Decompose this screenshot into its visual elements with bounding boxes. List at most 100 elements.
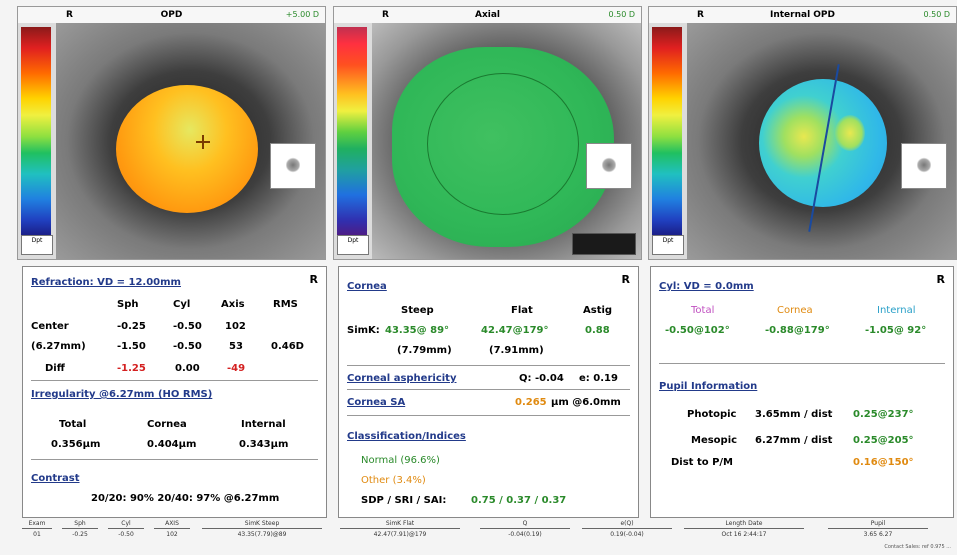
sdp-values: 0.75 / 0.37 / 0.37 [471,495,567,506]
cornea-sa-unit: µm @6.0mm [551,397,621,408]
sph-value: -1.50 [117,341,146,352]
footer-header: e(Q) [582,520,672,529]
divider [347,389,630,390]
irregularity-cornea: 0.404µm [147,439,197,450]
internal-opd-map-panel[interactable]: R Internal OPD 0.50 D Dpt [648,6,957,260]
map-title: Axial [474,10,500,20]
asphericity-title: Corneal asphericity [347,373,457,384]
e-value: e: 0.19 [579,373,618,384]
mesopic-label: Mesopic [691,435,738,446]
map-right-value: 0.50 D [608,10,635,19]
pupil-inset-thumbnail[interactable] [270,143,316,189]
footer-col: SimK Steep 43.35(7.79)@89 [202,520,322,538]
col-header: Axis [221,299,245,310]
map-title: OPD [160,10,183,20]
sph-value: -0.25 [117,321,146,332]
rms-value: 0.46D [271,341,304,352]
scale-unit: Dpt [652,235,684,255]
cursor-readout-box [572,233,636,255]
color-scale: Dpt [18,23,56,259]
footer-col: Q -0.04(0.19) [480,520,570,538]
cornea-label: Cornea [777,305,813,316]
divider [659,363,945,364]
footer-col: Cyl -0.50 [108,520,144,538]
footer-header: SimK Steep [202,520,322,529]
simk-label: SimK: [347,325,380,336]
footer-credit: Contact Sales: ref 0.975 ... [884,544,951,550]
col-header: Astig [583,305,613,316]
contrast-value: 20/20: 90% 20/40: 97% @6.27mm [91,493,280,504]
cyl-value: -0.50 [173,341,202,352]
pupil-inset-thumbnail[interactable] [586,143,632,189]
color-scale-bar [337,27,367,237]
refraction-title: Refraction: VD = 12.00mm [31,277,181,288]
divider [31,380,318,381]
eye-label: R [309,273,318,286]
footer-col: e(Q) 0.19(-0.04) [582,520,672,538]
scale-unit: Dpt [337,235,369,255]
pupil-inset-thumbnail[interactable] [901,143,947,189]
steep-radius: (7.79mm) [397,345,452,356]
map-right-value: 0.50 D [923,10,950,19]
cornea-title: Cornea [347,281,387,292]
irregularity-internal: 0.343µm [239,439,289,450]
opd-map-overlay[interactable] [116,85,258,213]
eye-label: R [382,10,389,20]
footer-header: Cyl [108,520,144,529]
footer-col: Pupil 3.65 6.27 [828,520,928,538]
map-right-value: +5.00 D [285,10,319,19]
sph-value: -1.25 [117,363,146,374]
footer-header: Sph [62,520,98,529]
irregularity-total: 0.356µm [51,439,101,450]
cyl-total: -0.50@102° [665,325,730,336]
footer-value: Oct 16 2:44:17 [721,531,767,538]
col-header: Cornea [147,419,187,430]
flat-radius: (7.91mm) [489,345,544,356]
color-scale-bar [21,27,51,237]
contrast-title: Contrast [31,473,80,484]
irregularity-title: Irregularity @6.27mm (HO RMS) [31,389,213,400]
q-value: Q: -0.04 [519,373,564,384]
map-title-bar: R Axial 0.50 D [334,7,641,24]
class-normal: Normal (96.6%) [361,455,440,466]
photopic-value: 3.65mm / dist [755,409,833,420]
internal-label: Internal [877,305,916,316]
mesopic-value: 6.27mm / dist [755,435,833,446]
footer-col: Sph -0.25 [62,520,98,538]
cyl-internal: -1.05@ 92° [865,325,927,336]
footer-header: Length Date [684,520,804,529]
classification-title: Classification/Indices [347,431,466,442]
col-header: Sph [117,299,139,310]
photopic-label: Photopic [687,409,737,420]
eye-image [56,23,325,259]
class-other: Other (3.4%) [361,475,426,486]
flat-k: 42.47@179° [481,325,549,336]
footer-header: Exam [22,520,52,529]
total-label: Total [691,305,715,316]
footer-value: -0.25 [72,531,88,538]
cornea-card: Cornea R Steep Flat Astig SimK: 43.35@ 8… [338,266,639,518]
axis-value: 102 [225,321,246,332]
col-header: Internal [241,419,286,430]
footer-value: -0.04(0.19) [508,531,542,538]
cyl-title: Cyl: VD = 0.0mm [659,281,754,292]
eye-label: R [621,273,630,286]
footer-header: Pupil [828,520,928,529]
axial-map-panel[interactable]: R Axial 0.50 D Dpt [333,6,642,260]
cyl-value: 0.00 [175,363,200,374]
cornea-sa-value: 0.265 [515,397,547,408]
eye-image [687,23,956,259]
footer-col: SimK Flat 42.47(7.91)@179 [340,520,460,538]
opd-map-panel[interactable]: R OPD +5.00 D Dpt [17,6,326,260]
center-cross-icon [196,135,210,149]
footer-value: -0.50 [118,531,134,538]
astig-value: 0.88 [585,325,610,336]
eye-label: R [697,10,704,20]
col-header: Steep [401,305,434,316]
sdp-label: SDP / SRI / SAI: [361,495,447,506]
col-header: Flat [511,305,533,316]
dist-pm-label: Dist to P/M [671,457,734,468]
refraction-card: Refraction: VD = 12.00mm R Sph Cyl Axis … [22,266,327,518]
cyl-value: -0.50 [173,321,202,332]
row-label: Diff [45,363,65,374]
